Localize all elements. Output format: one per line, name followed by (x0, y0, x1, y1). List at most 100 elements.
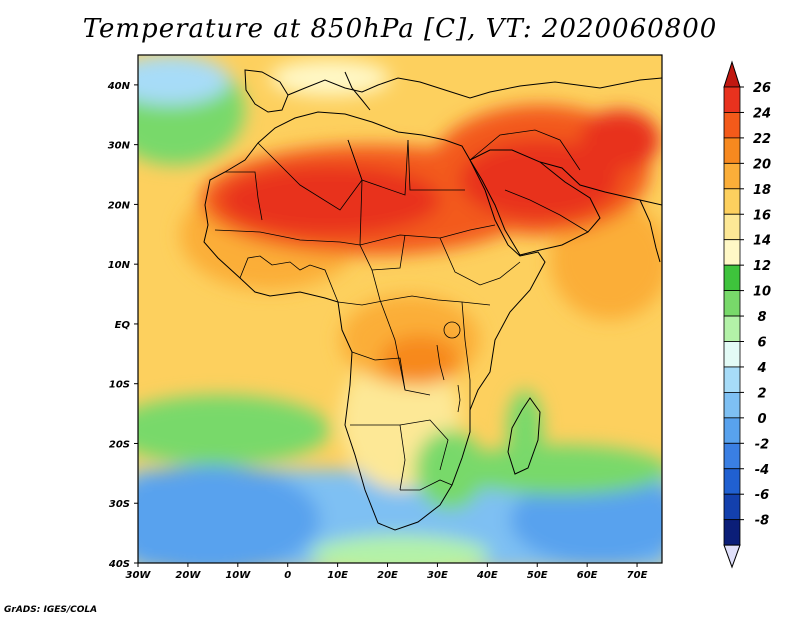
madagascar-coastline (507, 397, 541, 475)
colorbar-label: -6 (755, 488, 769, 503)
border-botswana (399, 419, 449, 471)
southwest-ocean-green (138, 395, 330, 465)
colorbar-label: 22 (753, 132, 771, 147)
med-cool (270, 60, 390, 96)
south-cold-pale (310, 535, 490, 563)
india-coastline (639, 199, 661, 263)
colorbar-segment (723, 366, 741, 393)
arabia-core (460, 140, 620, 220)
lon-tick-label: 50E (527, 570, 548, 581)
colorbar-label: 18 (753, 183, 771, 198)
lake-victoria (443, 321, 461, 339)
border-middle-east (469, 129, 581, 171)
colorbar-segment (723, 442, 741, 470)
colorbar-over-arrow (723, 60, 741, 88)
lat-tick-label: EQ (115, 320, 131, 331)
europe-south-coastline (287, 77, 662, 99)
iran-hot (580, 110, 660, 170)
colorbar-segment (723, 86, 741, 113)
colorbar-label: 26 (753, 81, 771, 96)
colorbar-segment (723, 519, 741, 546)
africa-coastline (203, 111, 546, 531)
sahara-core (220, 165, 440, 235)
colorbar-segment (723, 162, 741, 190)
colorbar-label: 8 (757, 310, 766, 325)
lon-tick-label: 30E (427, 570, 448, 581)
border-congo (371, 269, 431, 396)
colorbar-segment (723, 137, 741, 164)
lat-tick-label: 40S (108, 559, 130, 570)
madagascar-green (507, 390, 543, 470)
border-east (439, 237, 521, 286)
congo-hot (380, 335, 460, 385)
southeast-ocean-blue (510, 475, 662, 563)
border-angola (351, 351, 406, 391)
southwest-ocean-blue (138, 465, 320, 563)
country-borders (214, 129, 589, 491)
colorbar-label: 0 (757, 412, 766, 427)
lat-tick-label: 30S (109, 499, 130, 510)
southeast-ocean-green (450, 445, 662, 495)
colorbar-label: 4 (756, 361, 766, 376)
lon-tick-label: 0 (284, 570, 291, 581)
colorbar-label: 14 (753, 234, 771, 249)
border-west-africa (239, 255, 339, 303)
colorbar-label: 20 (753, 157, 771, 172)
credit-label: GrADS: IGES/COLA (4, 605, 98, 615)
colorbar-segment (723, 468, 741, 495)
border-saudi (504, 189, 589, 233)
lat-tick-label: 20S (109, 439, 130, 450)
border-mauritania (225, 171, 263, 221)
colorbar-segment (723, 264, 741, 291)
colorbar-segment (723, 290, 741, 317)
map-axes: 30W 20W 10W 0 10E 20E 30E 40E 50E 60E 70E 40N 30N 20N… (107, 81, 648, 581)
colorbar-segment (723, 417, 741, 444)
colorbar-segment (723, 188, 741, 215)
colorbar-label: -8 (755, 514, 769, 529)
lon-tick-label: 40E (476, 570, 498, 581)
colorbar-label: -4 (755, 463, 769, 478)
lat-tick-label: 30N (108, 141, 131, 152)
colorbar-label: 24 (753, 106, 771, 121)
lake-tanganyika (436, 344, 445, 381)
colorbar-label: 2 (757, 386, 766, 401)
lake-malawi (457, 384, 461, 413)
lon-tick-label: 20E (377, 570, 398, 581)
iberia-coastline (244, 69, 289, 113)
southern-africa-cool (415, 430, 485, 510)
north-atlantic-blue (138, 55, 230, 105)
lakes (436, 321, 461, 413)
map-title: Temperature at 850hPa [C], VT: 202006080… (82, 14, 718, 44)
colorbar-segment (723, 315, 741, 342)
border-south (400, 479, 453, 491)
colorbar-label: 6 (757, 336, 766, 351)
italy-coastline (344, 71, 371, 111)
lon-tick-label: 10E (327, 570, 348, 581)
colorbar-segment (723, 391, 741, 419)
border-namibia (350, 424, 406, 491)
colorbar-segment (723, 213, 741, 241)
lat-tick-label: 10N (108, 260, 131, 271)
coastlines (203, 69, 662, 531)
lon-tick-label: 70E (627, 570, 648, 581)
lon-tick-label: 10W (225, 570, 251, 581)
lat-tick-label: 20N (108, 200, 131, 211)
lon-tick-label: 20W (175, 570, 201, 581)
lat-tick-label: 10S (109, 380, 130, 391)
colorbar-label: 16 (753, 208, 771, 223)
iran-coastline (539, 161, 662, 206)
border-libya (347, 139, 409, 196)
lon-tick-label: 60E (577, 570, 598, 581)
colorbar-under-arrow (723, 544, 741, 569)
lat-tick-label: 40N (107, 81, 131, 92)
colorbar-label: 12 (753, 259, 771, 274)
colorbar-segment (723, 239, 741, 266)
border-egypt-sudan (407, 139, 465, 191)
colorbar-label: 10 (753, 285, 771, 300)
border-east-africa (461, 301, 471, 410)
lon-tick-label: 30W (126, 570, 152, 581)
colorbar-segment (723, 112, 741, 139)
colorbar-label: -2 (755, 437, 769, 452)
